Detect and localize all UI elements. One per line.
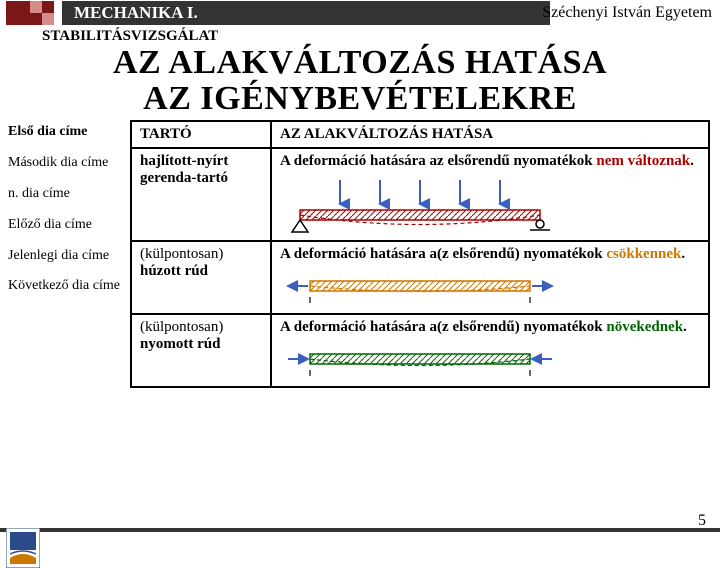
table-header-col2: AZ ALAKVÁLTOZÁS HATÁSA <box>271 121 709 148</box>
title-line-2: AZ IGÉNYBEVÉTELEKRE <box>143 80 577 117</box>
effect-keyword: növekednek <box>606 319 683 335</box>
cell-effect: A deformáció hatására a(z elsőrendű) nyo… <box>271 314 709 387</box>
cell-bold: nyomott rúd <box>140 336 220 352</box>
header: MECHANIKA I. Széchenyi István Egyetem <box>0 0 720 26</box>
footer <box>0 528 720 532</box>
sidebar-item[interactable]: Első dia címe <box>8 124 130 141</box>
header-logo <box>6 1 54 25</box>
effect-suffix: . <box>683 319 687 335</box>
table-header-row: TARTÓ AZ ALAKVÁLTOZÁS HATÁSA <box>131 121 709 148</box>
cell-structure: hajlított-nyírt gerenda-tartó <box>131 148 271 241</box>
effects-table: TARTÓ AZ ALAKVÁLTOZÁS HATÁSA hajlított-n… <box>130 120 710 388</box>
sidebar-item[interactable]: Második dia címe <box>8 155 130 172</box>
cell-structure: (külpontosan) húzott rúd <box>131 241 271 314</box>
table-row: (külpontosan) nyomott rúd A deformáció h… <box>131 314 709 387</box>
content: Első dia címe Második dia címe n. dia cí… <box>0 120 720 388</box>
table-row: (külpontosan) húzott rúd A deformáció ha… <box>131 241 709 314</box>
tension-diagram <box>280 267 700 307</box>
header-title: MECHANIKA I. <box>62 1 550 25</box>
cell-prefix: (külpontosan) <box>140 246 223 262</box>
page-number: 5 <box>698 512 706 530</box>
table-wrap: TARTÓ AZ ALAKVÁLTOZÁS HATÁSA hajlított-n… <box>130 120 720 388</box>
cell-prefix: (külpontosan) <box>140 319 223 335</box>
sidebar-item[interactable]: Előző dia címe <box>8 217 130 234</box>
table-row: hajlított-nyírt gerenda-tartó A deformác… <box>131 148 709 241</box>
footer-logo-icon <box>6 528 40 568</box>
cell-structure: (külpontosan) nyomott rúd <box>131 314 271 387</box>
university-name: Széchenyi István Egyetem <box>542 4 712 22</box>
table-header-col1: TARTÓ <box>131 121 271 148</box>
title-line-1: AZ ALAKVÁLTOZÁS HATÁSA <box>113 44 607 81</box>
effect-suffix: . <box>690 153 694 169</box>
effect-keyword: nem változnak <box>596 153 690 169</box>
sidebar: Első dia címe Második dia címe n. dia cí… <box>0 120 130 388</box>
effect-text: A deformáció hatására a(z elsőrendű) nyo… <box>280 246 606 262</box>
effect-keyword: csökkennek <box>606 246 681 262</box>
page-title: AZ ALAKVÁLTOZÁS HATÁSA AZ IGÉNYBEVÉTELEK… <box>0 45 720 116</box>
compression-diagram <box>280 340 700 380</box>
header-subtitle: STABILITÁSVIZSGÁLAT <box>42 28 720 45</box>
effect-text: A deformáció hatására a(z elsőrendű) nyo… <box>280 319 606 335</box>
sidebar-item[interactable]: Jelenlegi dia címe <box>8 248 130 265</box>
cell-effect: A deformáció hatására a(z elsőrendű) nyo… <box>271 241 709 314</box>
beam-diagram <box>280 174 700 234</box>
effect-suffix: . <box>681 246 685 262</box>
sidebar-item[interactable]: n. dia címe <box>8 186 130 203</box>
sidebar-item[interactable]: Következő dia címe <box>8 278 130 295</box>
cell-bold: húzott rúd <box>140 263 208 279</box>
cell-effect: A deformáció hatására az elsőrendű nyoma… <box>271 148 709 241</box>
effect-text: A deformáció hatására az elsőrendű nyoma… <box>280 153 596 169</box>
